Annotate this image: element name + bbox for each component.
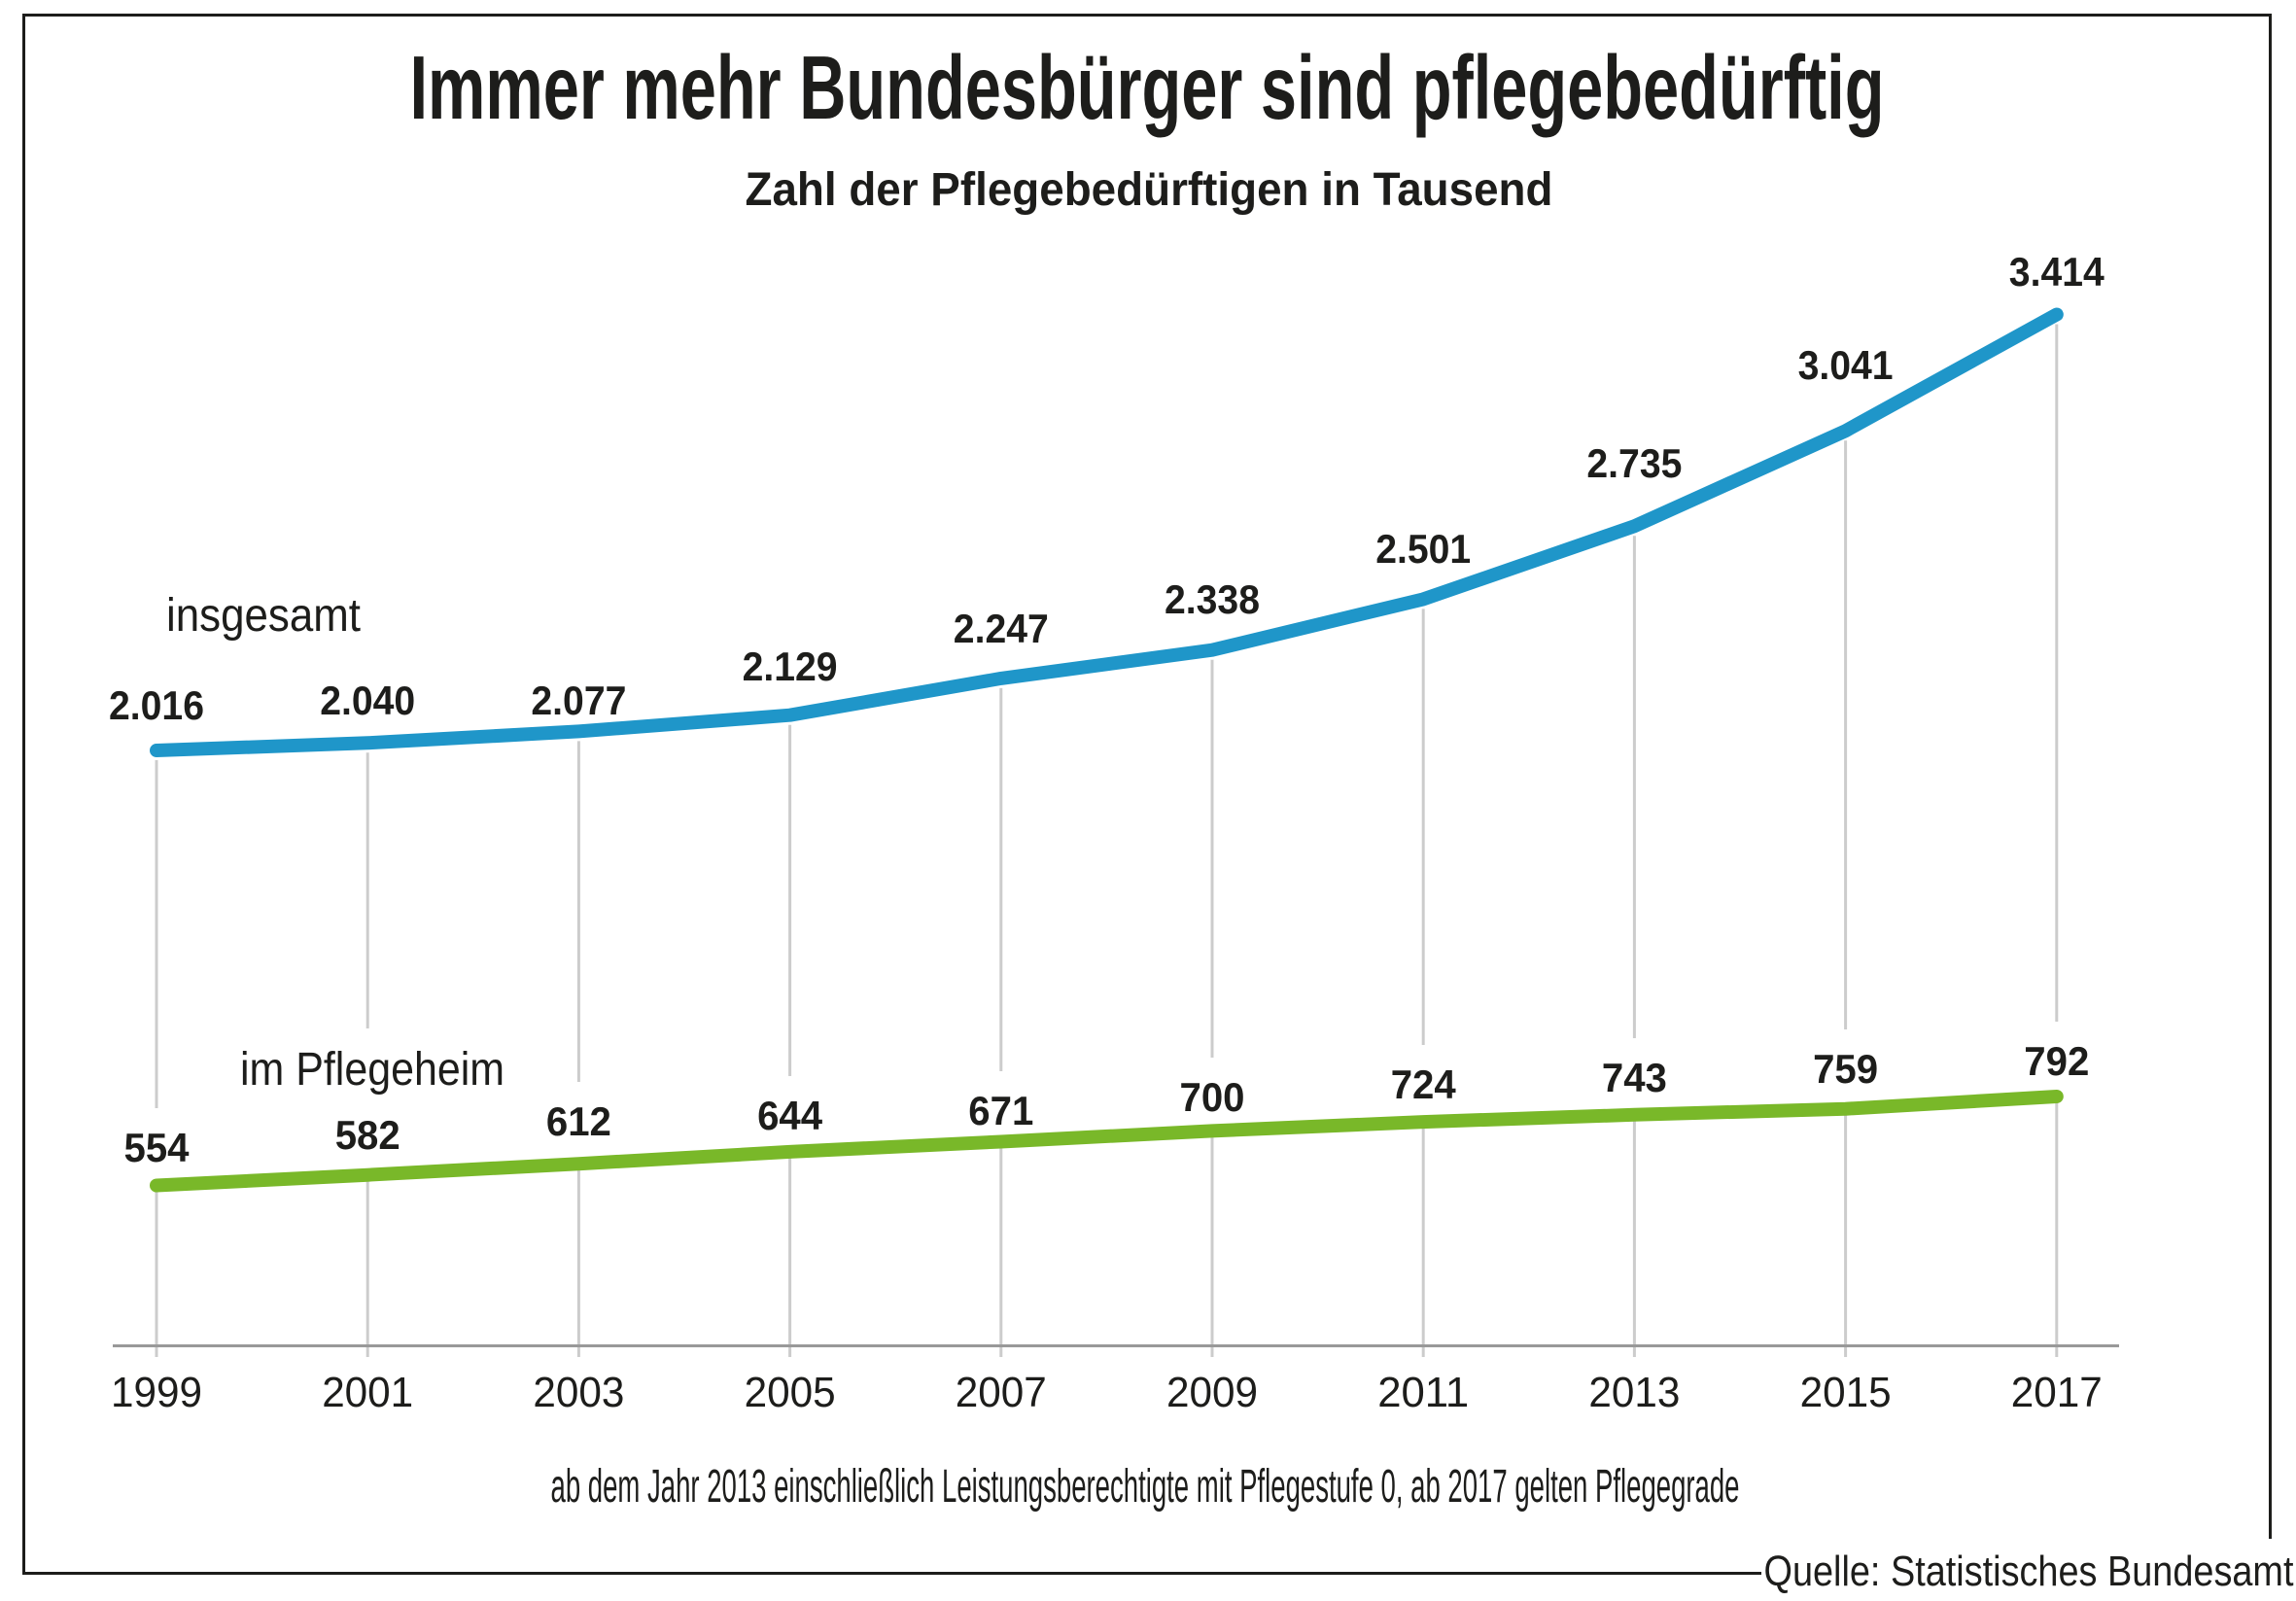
svg-text:644: 644 [757,1093,823,1138]
svg-text:2009: 2009 [1166,1369,1258,1416]
svg-text:2.247: 2.247 [954,606,1049,651]
svg-text:2011: 2011 [1377,1369,1469,1416]
svg-text:2001: 2001 [322,1369,413,1416]
svg-text:671: 671 [968,1088,1033,1133]
svg-text:724: 724 [1391,1062,1457,1107]
svg-text:2015: 2015 [1800,1369,1892,1416]
svg-text:Quelle: Statistisches Bundesam: Quelle: Statistisches Bundesamt [1764,1548,2294,1595]
svg-text:2.338: 2.338 [1165,576,1260,622]
svg-text:2.016: 2.016 [109,682,204,728]
svg-text:Zahl der Pflegebedürftigen in: Zahl der Pflegebedürftigen in Tausend [746,164,1553,216]
svg-text:3.041: 3.041 [1798,342,1894,388]
svg-text:2.129: 2.129 [743,644,838,689]
svg-text:insgesamt: insgesamt [166,590,361,642]
svg-text:582: 582 [335,1112,400,1158]
svg-text:ab dem Jahr 2013 einschließlic: ab dem Jahr 2013 einschließlich Leistung… [551,1461,1740,1513]
svg-text:2.040: 2.040 [320,678,415,723]
svg-text:759: 759 [1813,1046,1878,1092]
svg-text:2.501: 2.501 [1375,526,1471,572]
svg-text:im Pflegeheim: im Pflegeheim [240,1044,504,1096]
svg-text:Immer mehr Bundesbürger sind p: Immer mehr Bundesbürger sind pflegebedür… [410,37,1885,138]
svg-text:2003: 2003 [533,1369,624,1416]
svg-text:1999: 1999 [111,1369,202,1416]
svg-text:743: 743 [1602,1055,1667,1100]
svg-text:2005: 2005 [745,1369,836,1416]
svg-text:2017: 2017 [2011,1369,2103,1416]
svg-text:612: 612 [546,1098,611,1144]
svg-text:2.077: 2.077 [531,678,626,723]
svg-text:2007: 2007 [956,1369,1047,1416]
svg-text:2.735: 2.735 [1586,440,1682,486]
svg-text:3.414: 3.414 [2009,249,2105,295]
svg-text:554: 554 [124,1125,191,1170]
svg-text:792: 792 [2024,1038,2089,1084]
svg-text:2013: 2013 [1588,1369,1680,1416]
svg-text:700: 700 [1180,1074,1245,1120]
